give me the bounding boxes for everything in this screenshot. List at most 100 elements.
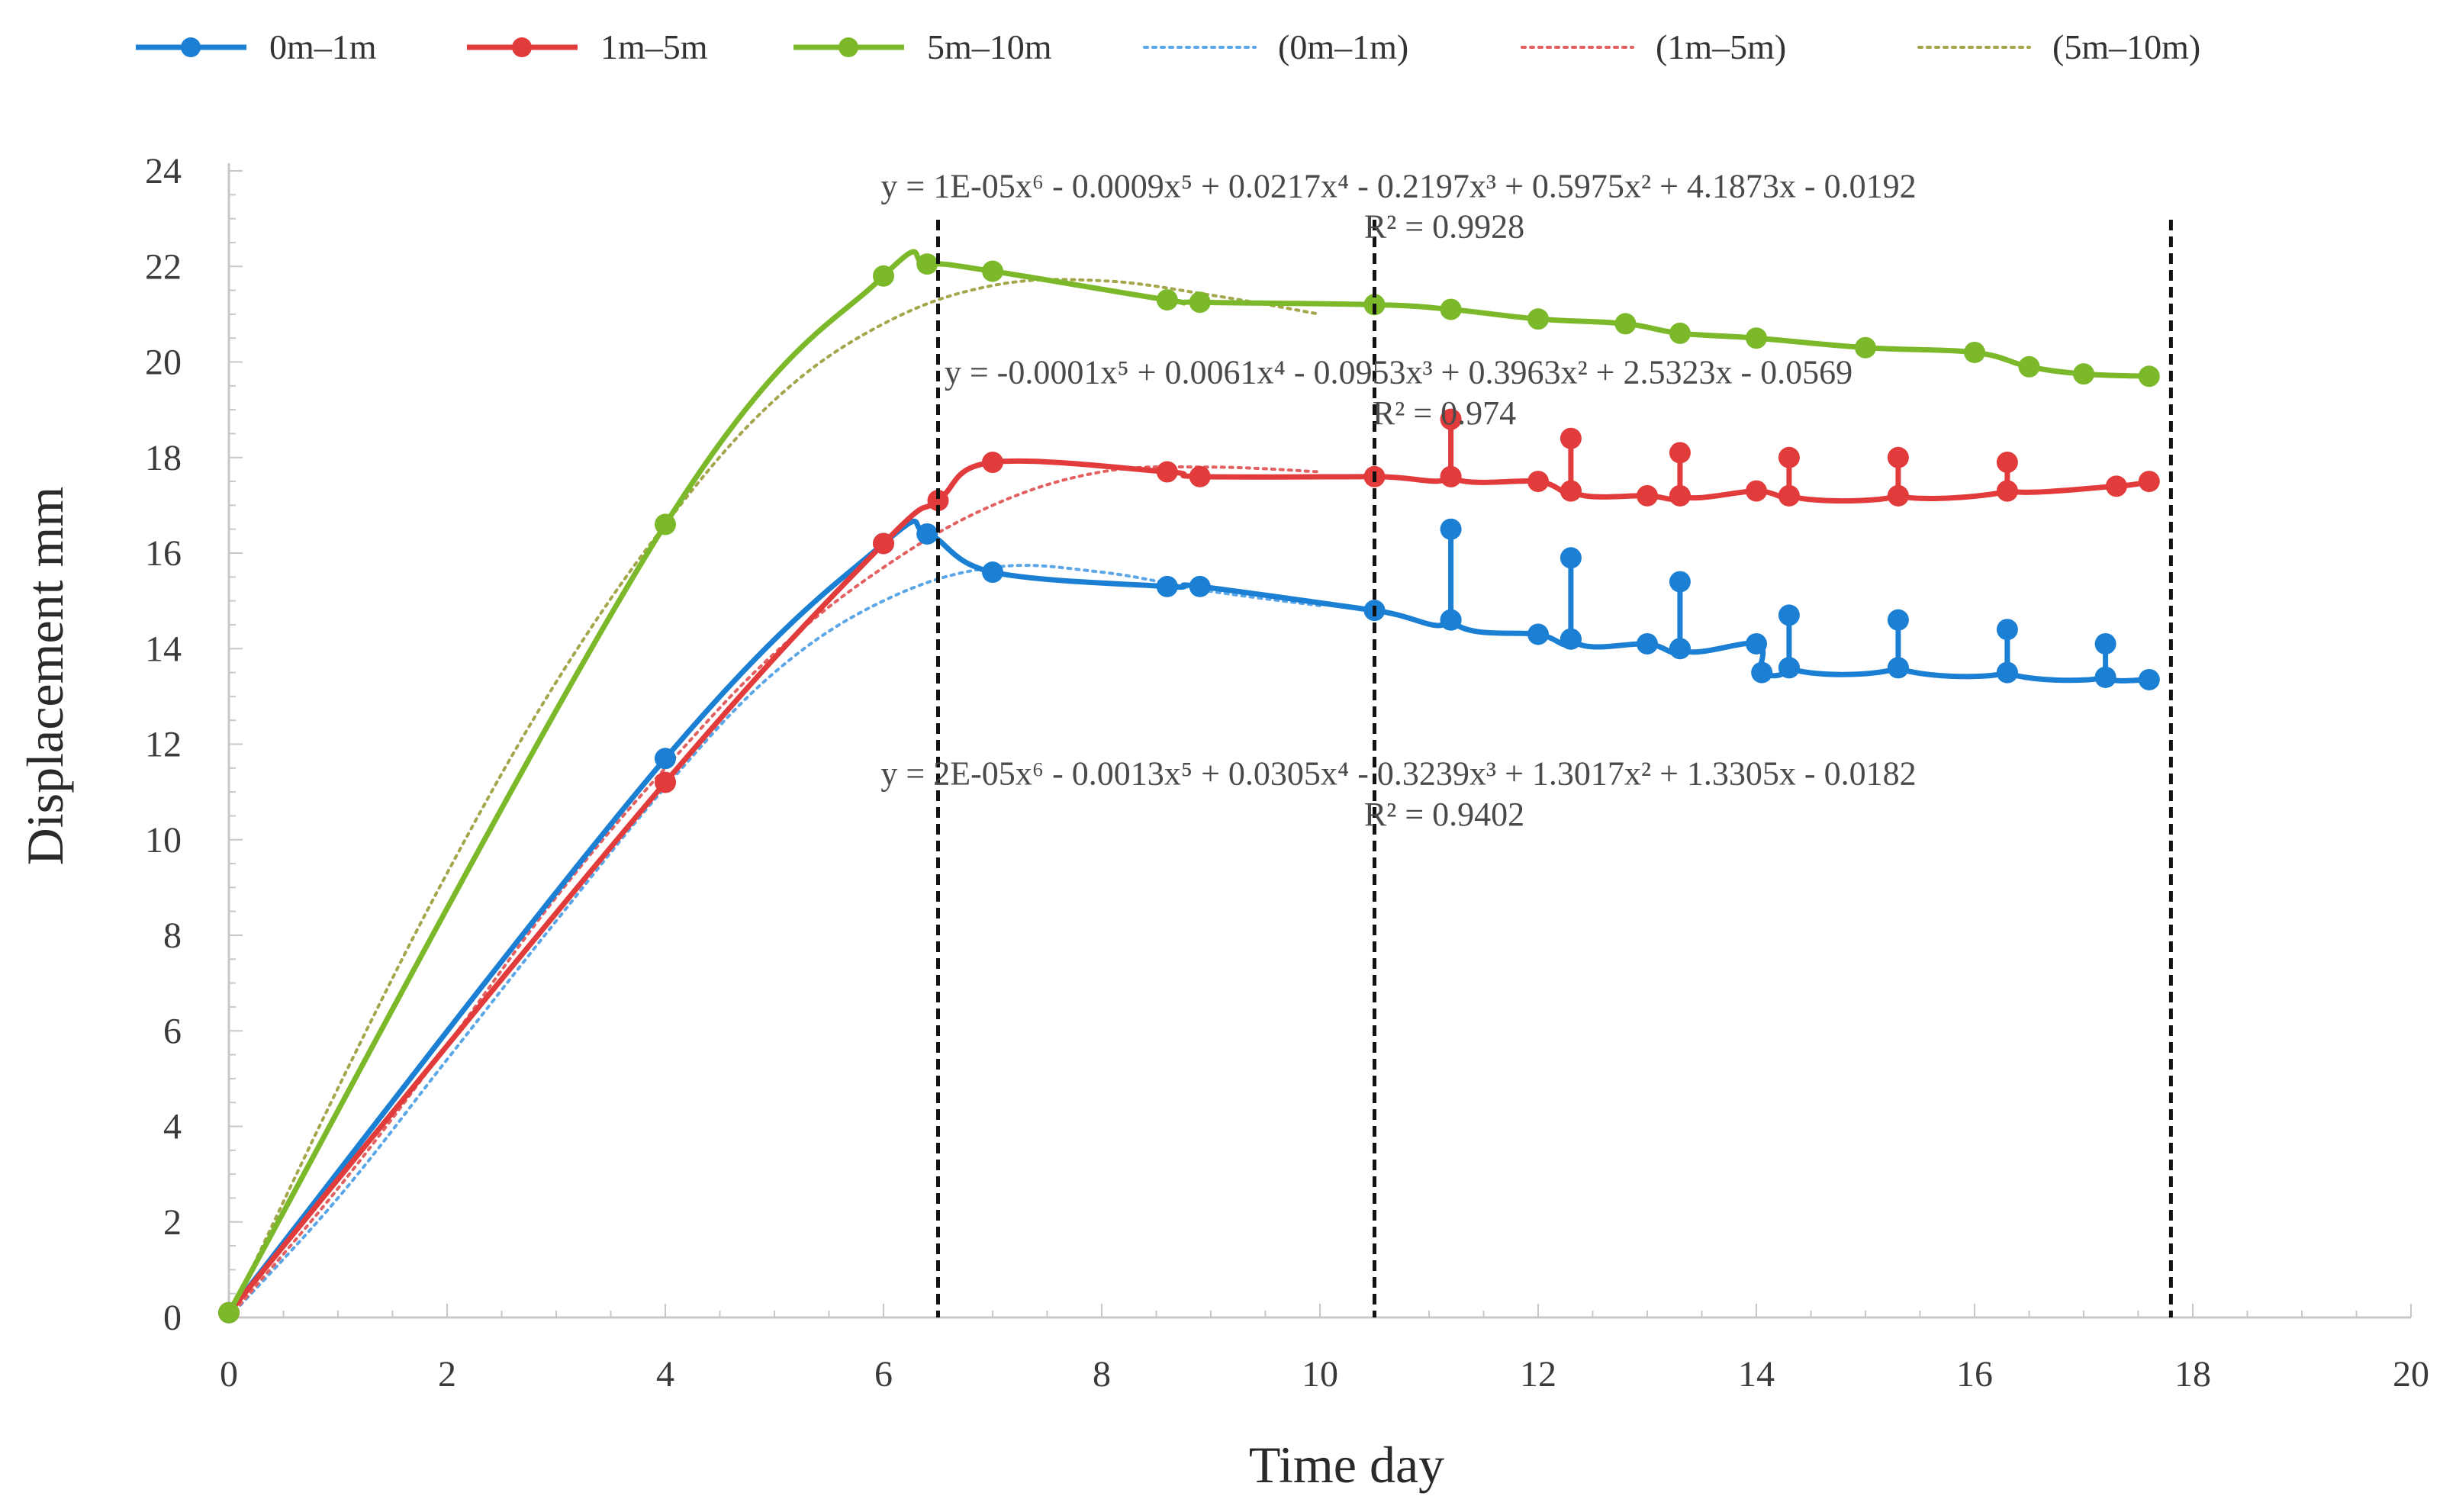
data-point-1m-5m <box>655 771 676 793</box>
y-axis-title: Displacement mm <box>16 487 74 866</box>
data-point-0m-1m <box>1637 632 1658 655</box>
data-point-5m-10m <box>916 253 938 275</box>
data-point-5m-10m <box>1669 322 1691 344</box>
data-point-1m-5m <box>1778 446 1800 468</box>
data-point-1m-5m <box>982 452 1003 474</box>
data-point-1m-5m <box>2138 471 2160 493</box>
data-point-1m-5m <box>1996 480 2018 502</box>
data-point-0m-1m <box>1440 609 1462 631</box>
data-markers <box>218 253 2160 1324</box>
legend-marker-5m-10m <box>839 37 858 57</box>
data-point-1m-5m <box>1996 452 2018 474</box>
x-tick-label: 8 <box>1093 1354 1111 1395</box>
data-point-1m-5m <box>1156 461 1178 483</box>
x-tick-label: 18 <box>2174 1354 2211 1395</box>
data-point-0m-1m <box>1669 571 1691 593</box>
data-point-0m-1m <box>2094 632 2116 655</box>
data-point-1m-5m <box>1560 427 1582 449</box>
data-point-0m-1m <box>1440 518 1462 540</box>
x-tick-label: 0 <box>220 1354 238 1395</box>
eq_blue-r2: R² = 0.9402 <box>1364 796 1524 833</box>
data-point-0m-1m <box>1751 661 1773 684</box>
data-point-0m-1m <box>1527 623 1549 645</box>
trendline-0m-1m <box>227 564 1321 1319</box>
data-point-1m-5m <box>1527 471 1549 493</box>
data-point-0m-1m <box>1778 604 1800 626</box>
data-point-1m-5m <box>1746 480 1767 502</box>
eq_blue-equation: y = 2E-05x⁶ - 0.0013x⁵ + 0.0305x⁴ - 0.32… <box>880 755 1916 793</box>
data-point-1m-5m <box>1440 408 1462 430</box>
eq_green-r2: R² = 0.9928 <box>1364 208 1524 246</box>
trendline-equations: y = 1E-05x⁶ - 0.0009x⁵ + 0.0217x⁴ - 0.21… <box>880 167 1916 833</box>
data-point-5m-10m <box>1964 341 1985 363</box>
y-tick-label: 4 <box>163 1107 182 1147</box>
data-point-5m-10m <box>982 260 1003 282</box>
y-tick-label: 14 <box>145 629 182 669</box>
x-axis-title: Time day <box>1249 1436 1444 1494</box>
data-point-1m-5m <box>2105 475 2127 497</box>
series-line-5m-10m <box>226 249 2152 1316</box>
x-tick-label: 12 <box>1520 1354 1556 1395</box>
eq_green-equation: y = 1E-05x⁶ - 0.0009x⁵ + 0.0217x⁴ - 0.21… <box>880 167 1916 204</box>
data-point-0m-1m <box>1746 632 1767 655</box>
legend-label-1m-5m: (1m–5m) <box>1656 27 1786 66</box>
data-point-0m-1m <box>916 523 938 545</box>
data-point-1m-5m <box>1669 442 1691 464</box>
data-point-0m-1m <box>1560 547 1582 569</box>
data-point-0m-1m <box>655 748 676 770</box>
data-point-1m-5m <box>1887 484 1909 507</box>
legend-label-5m-10m: 5m–10m <box>927 27 1052 66</box>
data-point-5m-10m <box>2018 355 2040 378</box>
legend-label-5m-10m: (5m–10m) <box>2052 27 2200 66</box>
data-point-5m-10m <box>1156 289 1178 311</box>
legend-label-0m-1m: 0m–1m <box>269 27 377 66</box>
y-tick-label: 20 <box>145 343 182 383</box>
eq_red-equation: y = -0.0001x⁵ + 0.0061x⁴ - 0.0953x³ + 0.… <box>945 354 1852 391</box>
data-point-5m-10m <box>218 1301 240 1324</box>
data-point-5m-10m <box>2073 363 2094 385</box>
y-tick-label: 24 <box>145 151 182 191</box>
trendline-1m-5m <box>227 465 1321 1319</box>
y-tick-label: 16 <box>145 533 182 574</box>
y-tick-label: 8 <box>163 915 182 956</box>
data-point-5m-10m <box>1440 298 1462 320</box>
data-point-0m-1m <box>2138 668 2160 690</box>
data-point-5m-10m <box>1527 308 1549 330</box>
legend-label-0m-1m: (0m–1m) <box>1278 27 1408 66</box>
data-point-0m-1m <box>1189 575 1211 597</box>
data-point-5m-10m <box>1855 336 1876 359</box>
y-tick-label: 18 <box>145 438 182 478</box>
eq_red-r2: R² = 0.974 <box>1373 394 1516 432</box>
data-point-0m-1m <box>1996 619 2018 641</box>
series-line-0m-1m <box>226 518 2152 1316</box>
data-point-0m-1m <box>982 561 1003 584</box>
data-series <box>226 249 2152 1316</box>
data-point-0m-1m <box>1996 661 2018 684</box>
trendlines <box>227 278 1321 1319</box>
data-point-1m-5m <box>1440 465 1462 487</box>
data-point-0m-1m <box>1669 638 1691 660</box>
y-tick-label: 10 <box>145 820 182 861</box>
data-point-5m-10m <box>2138 365 2160 388</box>
data-point-1m-5m <box>1637 484 1658 507</box>
trendline-5m-10m <box>227 278 1321 1319</box>
y-tick-label: 2 <box>163 1202 182 1243</box>
data-point-1m-5m <box>1887 446 1909 468</box>
data-point-0m-1m <box>1887 609 1909 631</box>
data-point-1m-5m <box>1189 465 1211 487</box>
legend-marker-0m-1m <box>181 37 201 57</box>
x-tick-label: 16 <box>1956 1354 1993 1395</box>
series-line-1m-5m <box>226 417 2152 1316</box>
stage-dividers <box>936 220 2173 1317</box>
data-point-0m-1m <box>1560 628 1582 650</box>
data-point-0m-1m <box>1887 657 1909 679</box>
data-point-0m-1m <box>1156 575 1178 597</box>
data-point-1m-5m <box>1778 484 1800 507</box>
data-point-5m-10m <box>1614 313 1637 335</box>
data-point-1m-5m <box>1560 480 1582 502</box>
data-point-5m-10m <box>1746 327 1767 349</box>
data-point-1m-5m <box>927 490 949 512</box>
x-tick-label: 2 <box>438 1354 456 1395</box>
